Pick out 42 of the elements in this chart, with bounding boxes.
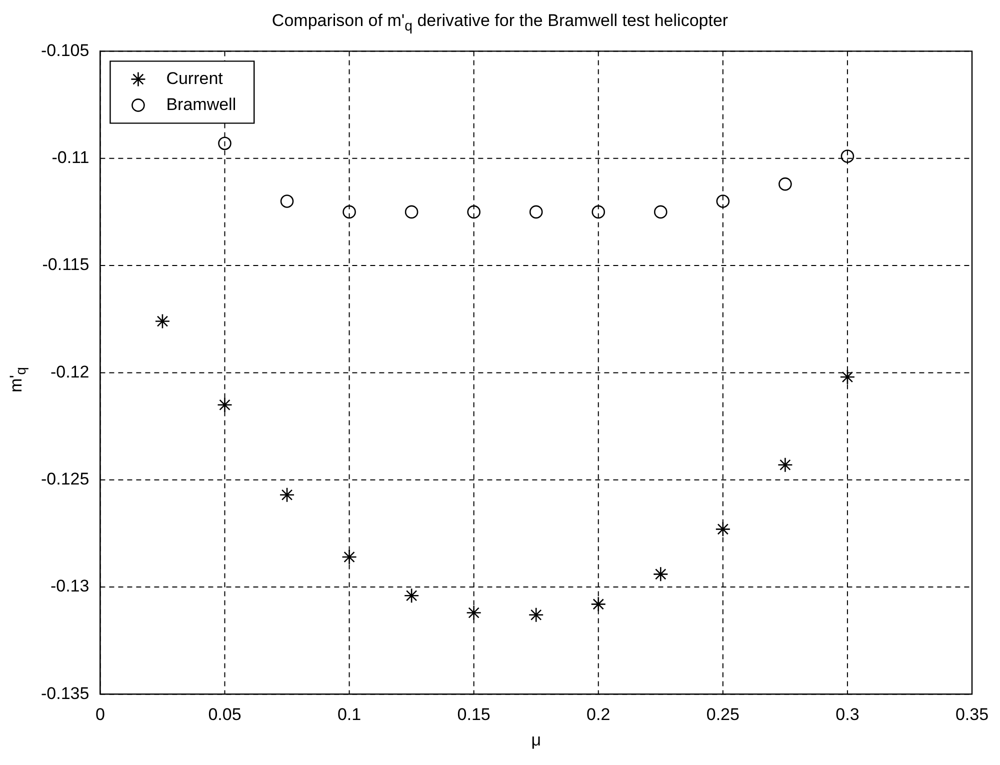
point	[467, 205, 480, 219]
point	[404, 588, 420, 604]
point	[529, 205, 543, 219]
x-tick-label: 0.05	[208, 705, 242, 724]
y-tick-label: -0.13	[50, 576, 90, 596]
x-tick-label: 0.3	[836, 705, 860, 724]
point	[342, 205, 356, 219]
point	[654, 205, 668, 219]
point	[528, 607, 544, 623]
point	[404, 205, 418, 219]
chart-title: Comparison of m'$_{q}$ derivative for the Bramwell test helicopter	[270, 10, 730, 36]
x-tick-label: 0.1	[337, 705, 362, 724]
x-tick-label: 0	[95, 705, 105, 724]
x-tick-label: 0.25	[706, 705, 740, 724]
point	[716, 194, 730, 208]
point	[342, 549, 357, 565]
x-tick-label: 0.35	[955, 705, 989, 724]
point	[592, 205, 606, 219]
point	[715, 522, 731, 537]
y-tick-label: -0.115	[42, 255, 90, 274]
point	[778, 457, 793, 473]
y-tick-label: -0.105	[41, 40, 90, 60]
x-tick-label: 0.2	[586, 705, 610, 724]
y-tick-label: -0.12	[50, 362, 90, 382]
legend-label: Bramwell	[166, 94, 236, 114]
y-tick-label: -0.125	[41, 470, 90, 489]
point	[280, 194, 294, 208]
point	[840, 150, 854, 163]
point	[279, 487, 295, 503]
point	[778, 177, 792, 191]
legend-label: Current	[166, 68, 224, 88]
x-axis-title: μ	[531, 730, 541, 750]
point	[840, 369, 856, 385]
point	[590, 596, 606, 612]
point	[218, 136, 232, 150]
point	[217, 397, 232, 412]
point	[466, 605, 482, 620]
point	[154, 314, 170, 329]
y-tick-label: -0.11	[52, 148, 90, 168]
x-tick-label: 0.15	[457, 705, 490, 724]
point	[652, 566, 668, 582]
y-tick-label: -0.135	[41, 684, 90, 703]
